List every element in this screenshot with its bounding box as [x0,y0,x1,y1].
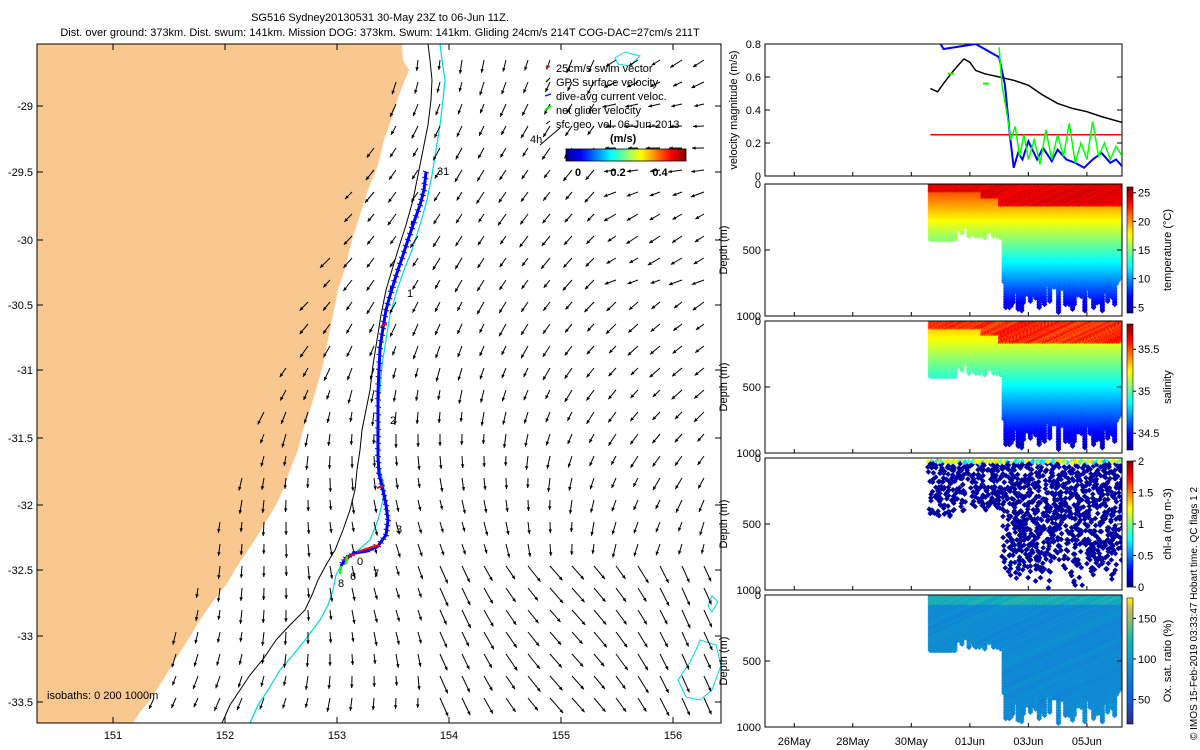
legend-dive: dive-avg current veloc. [556,91,667,103]
legend-swim: 25cm/s swim vector [556,63,653,75]
depth-tick: 0 [755,590,761,602]
colorbar-tick: 100 [1138,654,1156,666]
track-day-label: 31 [437,166,449,178]
lon-tick-label: 153 [328,730,346,742]
lat-tick-label: -29.5 [8,167,33,179]
date-tick-label: 26May [778,736,812,748]
colorbar-label: temperature (°C) [1162,209,1174,291]
net-velocity-mark [338,565,343,575]
colorbar-tick-2: 0.4 [652,167,668,179]
track-day-label: 3 [396,524,402,536]
colorbar-tick: 2 [1138,456,1144,468]
colorbar-label: Ox. sat. ratio (%) [1162,620,1174,703]
glider-track-map: 151 152 153 154 155 156 -29 -29.5 -30 -30.5 -31 -31… [8,43,722,742]
velocity-ytick: 0.6 [746,72,761,84]
depth-tick: 0 [755,453,761,465]
legend-gps: GPS surface velocity [556,77,659,89]
depth-tick: 1000 [737,585,761,597]
lon-tick-label: 151 [104,730,122,742]
colorbar-tick: 35 [1138,386,1150,398]
velocity-series-0 [929,57,1122,124]
date-tick-label: 01Jun [955,736,985,748]
velocity-ytick: 0.8 [746,39,761,51]
colorbar-tick: 34.5 [1138,428,1159,440]
profile-colorbar [1126,460,1134,588]
lon-tick-label: 152 [216,730,234,742]
lat-tick-label: -29 [17,101,33,113]
colorbar-tick: 150 [1138,613,1156,625]
lon-tick-label: 154 [440,730,458,742]
copyright-note: © IMOS 15-Feb-2019 03:33:47 Hobart time.… [1189,487,1200,740]
colorbar-label: chl-a (mg m-3) [1162,488,1174,560]
date-tick-label: 05Jun [1072,736,1102,748]
date-tick-label: 28May [836,736,870,748]
lat-tick-label: -32.5 [8,565,33,577]
isobaths-note: isobaths: 0 200 1000m [47,690,158,702]
colorbar-tick: 35.5 [1138,344,1159,356]
velocity-series-2 [939,44,1122,170]
colorbar-tick: 25 [1138,188,1150,200]
velocity-ytick: 0.4 [746,105,761,117]
lon-tick-label: 156 [664,730,682,742]
depth-tick: 0 [755,316,761,328]
track-day-label: 2 [390,415,396,427]
colorbar-tick: 1 [1138,519,1144,531]
depth-tick: 1000 [737,311,761,323]
date-tick-label: 03Jun [1013,736,1043,748]
profile-colorbar [1126,597,1134,725]
depth-tick: 500 [743,519,761,531]
colorbar-tick-1: 0.2 [610,167,625,179]
colorbar-tick: 10 [1138,274,1150,286]
colorbar-tick: 15 [1138,245,1150,257]
scale-arrow-label: 4h [530,134,542,146]
colorbar-title: (m/s) [610,133,637,145]
net-velocity-mark [344,555,349,565]
lat-tick-label: -31.5 [8,433,33,445]
track-day-label: 1 [407,288,413,300]
lat-tick-label: -33.5 [8,697,33,709]
track-day-label: 6 [350,571,356,583]
lat-tick-label: -30.5 [8,300,33,312]
lon-tick-label: 155 [552,730,570,742]
velocity-ytick: 0.2 [746,138,761,150]
lat-tick-label: -31 [17,365,33,377]
depth-tick: 500 [743,245,761,257]
colorbar-tick: 20 [1138,216,1150,228]
track-day-label: 0 [357,556,363,568]
colorbar-tick: 1.5 [1138,488,1153,500]
velocity-series-3 [998,47,1122,165]
colorbar-tick-0: 0 [575,167,581,179]
profile-colorbar [1126,323,1134,451]
lat-tick-label: -33 [17,631,33,643]
depth-tick: 1000 [737,448,761,460]
lat-tick-label: -30 [17,235,33,247]
track-day-label: 8 [338,578,344,590]
date-tick-label: 30May [895,736,929,748]
legend-sfc: sfc geo. vel. 06-Jun-2013 [556,119,680,131]
profile-colorbar [1126,186,1134,314]
velocity-ytick: 0 [755,171,761,183]
lat-tick-label: -32 [17,500,33,512]
track-day-label: 7 [373,568,379,580]
colorbar-tick: 0.5 [1138,551,1153,563]
colorbar-tick: 5 [1138,302,1144,314]
depth-tick: 1000 [737,722,761,734]
map-colorbar [565,148,687,162]
colorbar-tick: 50 [1138,695,1150,707]
colorbar-tick: 0 [1138,582,1144,594]
legend-net: net glider velocity [556,105,641,117]
depth-tick: 500 [743,656,761,668]
depth-tick: 0 [755,179,761,191]
depth-tick: 500 [743,382,761,394]
colorbar-label: salinity [1162,370,1174,404]
